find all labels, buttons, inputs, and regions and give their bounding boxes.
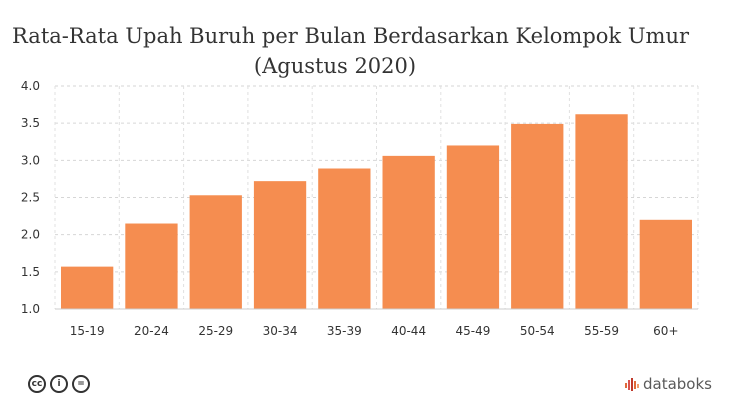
- x-tick-label: 60+: [653, 324, 678, 338]
- bar: [61, 266, 114, 309]
- bar: [189, 195, 242, 309]
- chart-title: Rata-Rata Upah Buruh per Bulan Berdasark…: [12, 24, 690, 48]
- bar: [125, 223, 178, 309]
- y-tick-label: 2.0: [21, 228, 40, 242]
- bar: [253, 181, 307, 309]
- bar: [575, 114, 628, 309]
- y-tick-label: 1.0: [21, 302, 40, 316]
- noderivs-icon: =: [72, 375, 90, 393]
- y-tick-label: 4.0: [21, 79, 40, 93]
- bar: [382, 155, 435, 309]
- bar: [318, 168, 371, 309]
- brand-name: databoks: [643, 375, 712, 393]
- databoks-logo-icon: [625, 378, 639, 391]
- y-tick-label: 3.5: [21, 116, 40, 130]
- x-tick-label: 55-59: [584, 324, 619, 338]
- databoks-logo: databoks: [624, 373, 712, 395]
- y-tick-label: 3.0: [21, 153, 40, 167]
- x-tick-label: 45-49: [456, 324, 491, 338]
- cc-icon: cc: [28, 375, 46, 393]
- bar: [511, 123, 564, 309]
- chart-subtitle: (Agustus 2020): [253, 54, 417, 78]
- x-tick-label: 50-54: [520, 324, 555, 338]
- y-tick-label: 2.5: [21, 191, 40, 205]
- y-tick-label: 1.5: [21, 265, 40, 279]
- x-tick-label: 30-34: [263, 324, 298, 338]
- x-tick-label: 40-44: [391, 324, 426, 338]
- attribution-icon: i: [50, 375, 68, 393]
- bar: [446, 145, 500, 309]
- x-tick-label: 25-29: [198, 324, 233, 338]
- x-tick-label: 20-24: [134, 324, 169, 338]
- x-tick-label: 15-19: [70, 324, 105, 338]
- bar: [639, 219, 692, 309]
- x-tick-label: 35-39: [327, 324, 362, 338]
